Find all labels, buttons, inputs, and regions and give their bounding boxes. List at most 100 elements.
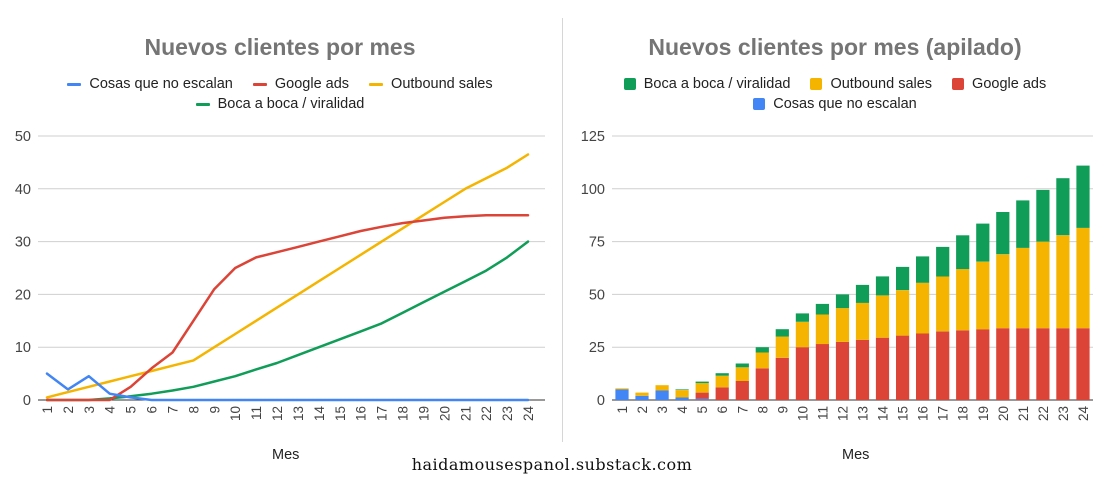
x-tick-label: 7: [165, 406, 180, 414]
line-chart-legend-row-1: Cosas que no escalan Google ads Outbound…: [0, 76, 560, 92]
x-tick-label: 9: [775, 406, 790, 414]
x-tick-label: 18: [956, 406, 971, 421]
line-chart-legend-row-2: Boca a boca / viralidad: [0, 96, 560, 112]
bar-segment: [1036, 189, 1050, 242]
x-tick-label: 16: [916, 406, 931, 421]
x-tick-label: 18: [396, 406, 411, 421]
bar-segment: [896, 290, 910, 336]
bar-segment: [775, 336, 789, 358]
x-tick-label: 16: [354, 406, 369, 421]
bar-segment: [755, 368, 769, 400]
x-tick-label: 11: [815, 406, 830, 420]
x-tick-label: 13: [291, 406, 306, 421]
bar-segment: [996, 254, 1010, 329]
bar-segment: [835, 308, 850, 342]
legend-label: Boca a boca / viralidad: [217, 96, 365, 112]
bar-segment: [735, 363, 749, 368]
legend-item-boca[interactable]: Boca a boca / viralidad: [623, 76, 790, 92]
bar-segment: [1076, 227, 1090, 329]
legend-label: Cosas que no escalan: [89, 76, 233, 92]
x-tick-label: 6: [145, 406, 160, 414]
x-tick-label: 2: [635, 406, 650, 414]
legend-item-boca[interactable]: Boca a boca / viralidad: [195, 96, 365, 112]
bar-segment: [815, 303, 829, 315]
legend-item-cosas[interactable]: Cosas que no escalan: [67, 76, 233, 92]
bar-segment: [1036, 328, 1050, 400]
x-tick-label: 10: [795, 406, 810, 421]
bar-segment: [635, 392, 649, 396]
bar-segment: [956, 235, 970, 270]
x-tick-label: 4: [675, 406, 690, 414]
bar-segment: [675, 389, 689, 390]
legend-swatch: [623, 78, 636, 90]
x-tick-label: 20: [437, 406, 452, 421]
bar-segment: [875, 295, 890, 338]
bar-segment: [936, 246, 950, 277]
bar-segment: [835, 341, 850, 400]
legend-item-outbound[interactable]: Outbound sales: [369, 76, 493, 92]
y-tick-label: 30: [15, 235, 31, 251]
x-tick-label: 6: [715, 406, 730, 414]
bar-segment: [1016, 247, 1030, 329]
bar-segment: [795, 347, 809, 400]
x-tick-label: 12: [835, 406, 850, 421]
legend-item-outbound[interactable]: Outbound sales: [810, 76, 932, 92]
bar-segment: [835, 294, 850, 309]
bar-segment: [1056, 328, 1070, 400]
x-tick-label: 15: [896, 406, 911, 421]
bar-segment: [755, 352, 769, 369]
x-tick-label: 3: [655, 406, 670, 414]
x-tick-label: 10: [228, 406, 243, 421]
panel-divider: [562, 18, 563, 442]
bar-segment: [695, 383, 709, 393]
bar-segment: [976, 223, 990, 262]
legend-swatch: [67, 82, 82, 86]
line-chart-title: Nuevos clientes por mes: [144, 34, 416, 60]
legend-item-google-ads[interactable]: Google ads: [252, 76, 349, 92]
bar-segment: [1016, 328, 1030, 400]
y-tick-label: 0: [597, 393, 605, 409]
bar-segment: [855, 339, 870, 400]
x-tick-label: 2: [61, 406, 76, 414]
bar-segment: [615, 389, 629, 400]
bar-segment: [976, 261, 990, 330]
x-tick-label: 21: [1016, 406, 1031, 421]
series-line: [45, 213, 530, 402]
legend-item-google-ads[interactable]: Google ads: [952, 76, 1046, 92]
bar-segment: [936, 276, 950, 332]
bar-segment: [715, 387, 729, 400]
bar-segment: [1016, 200, 1030, 248]
x-tick-label: 24: [1076, 406, 1091, 422]
bar-chart-title: Nuevos clientes por mes (apilado): [648, 34, 1022, 60]
x-tick-label: 5: [695, 406, 710, 414]
bar-segment: [615, 388, 629, 390]
bar-chart-x-axis-label: Mes: [842, 447, 870, 463]
x-tick-label: 20: [996, 406, 1011, 421]
x-tick-label: 23: [500, 406, 515, 421]
x-tick-label: 19: [976, 406, 991, 421]
bar-segment: [1076, 328, 1090, 400]
bar-chart-legend-row-1: Boca a boca / viralidad Outbound sales G…: [566, 76, 1104, 92]
x-tick-label: 22: [1036, 406, 1051, 421]
bar-segment: [655, 390, 669, 400]
bar-segment: [1036, 241, 1050, 329]
y-tick-label: 100: [581, 182, 605, 198]
x-tick-label: 23: [1056, 406, 1071, 421]
bar-segment: [855, 284, 870, 303]
series-line: [45, 153, 530, 399]
x-tick-label: 22: [479, 406, 494, 421]
bar-chart-legend-row-2: Cosas que no escalan: [566, 96, 1104, 112]
bar-segment: [635, 395, 649, 400]
x-tick-label: 13: [856, 406, 871, 421]
bar-segment: [775, 357, 789, 400]
bar-segment: [735, 381, 749, 400]
bar-segment: [675, 397, 689, 400]
legend-item-cosas[interactable]: Cosas que no escalan: [753, 96, 917, 112]
y-tick-label: 25: [589, 340, 605, 356]
x-tick-label: 1: [40, 406, 55, 414]
bar-segment: [1076, 165, 1090, 228]
x-tick-label: 14: [312, 406, 327, 422]
watermark: haidamousespanol.substack.com: [411, 455, 693, 474]
